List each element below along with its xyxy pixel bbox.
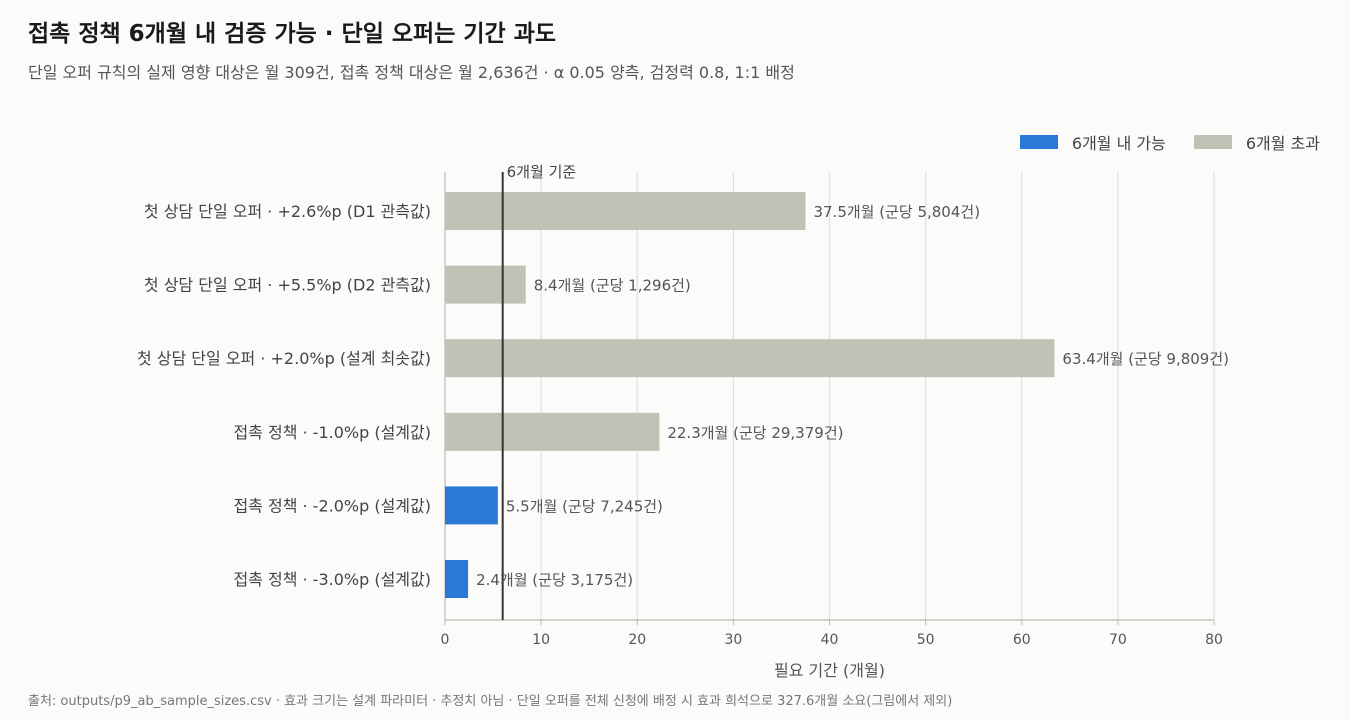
bar [445,265,526,304]
chart-legend: 6개월 내 가능 6개월 초과 [992,130,1320,154]
data-label: 63.4개월 (군당 9,809건) [1062,350,1229,368]
category-label: 첫 상담 단일 오퍼 · +2.6%p (D1 관측값) [144,202,431,221]
legend-item-over: 6개월 초과 [1193,130,1320,154]
data-label: 2.4개월 (군당 3,175건) [476,571,633,589]
reference-line-label: 6개월 기준 [507,163,577,181]
grid-lines [540,172,1215,620]
legend-label-within: 6개월 내 가능 [1071,134,1166,153]
x-tick-label: 0 [441,632,450,648]
bars [445,192,1055,598]
legend-swatch-over [1193,135,1232,149]
x-tick-label: 30 [724,632,742,648]
data-label: 22.3개월 (군당 29,379건) [667,424,843,442]
category-label: 접촉 정책 · -1.0%p (설계값) [233,423,431,442]
legend-label-over: 6개월 초과 [1245,134,1320,153]
labels: 첫 상담 단일 오퍼 · +2.6%p (D1 관측값) 37.5개월 (군당 5… [137,202,1229,589]
category-label: 접촉 정책 · -2.0%p (설계값) [233,496,431,515]
legend-swatch-within [1019,135,1058,149]
source-note: 출처: outputs/p9_ab_sample_sizes.csv · 효과 … [28,694,953,709]
x-tick-label: 50 [917,632,935,648]
bar [445,339,1055,378]
x-axis-label: 필요 기간 (개월) [774,661,885,680]
x-tick-label: 10 [532,632,550,648]
category-label: 첫 상담 단일 오퍼 · +5.5%p (D2 관측값) [144,276,431,295]
x-tick-label: 20 [628,632,646,648]
data-label: 37.5개월 (군당 5,804건) [813,203,980,221]
bar [445,560,469,598]
reference-line-group: 6개월 기준 [501,163,577,620]
legend-item-within: 6개월 내 가능 [1019,130,1166,154]
chart-subtitle: 단일 오퍼 규칙의 실제 영향 대상은 월 309건, 접촉 정책 대상은 월 … [28,63,795,82]
x-tick-label: 70 [1109,632,1127,648]
bar [445,412,660,451]
x-tick-label: 40 [821,632,839,648]
category-label: 첫 상담 단일 오퍼 · +2.0%p (설계 최솟값) [137,349,431,368]
axes: 0 10 20 30 40 50 60 70 80 필요 기간 (개월) [441,172,1223,680]
bar [445,192,806,230]
chart-title: 접촉 정책 6개월 내 검증 가능 · 단일 오퍼는 기간 과도 [28,21,557,47]
data-label: 5.5개월 (군당 7,245건) [506,497,663,515]
data-label: 8.4개월 (군당 1,296건) [534,277,691,295]
category-label: 접촉 정책 · -3.0%p (설계값) [233,570,431,589]
x-tick-label: 60 [1013,632,1031,648]
x-tick-label: 80 [1205,632,1223,648]
bar [445,486,498,525]
